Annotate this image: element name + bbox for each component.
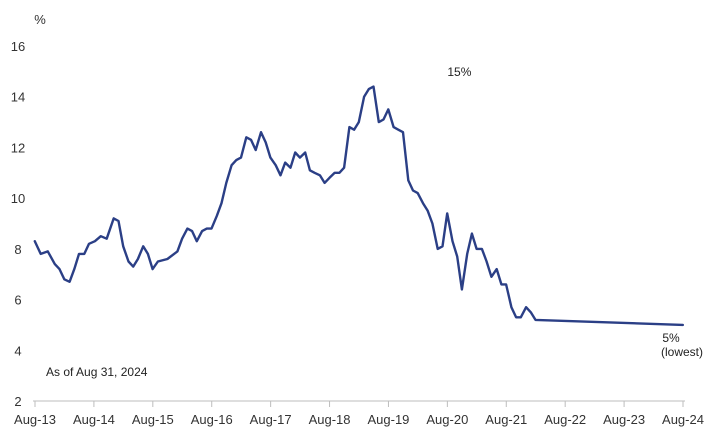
x-tick-label: Aug-24 — [662, 412, 704, 427]
as-of-note: As of Aug 31, 2024 — [46, 365, 148, 379]
x-tick-label: Aug-23 — [603, 412, 645, 427]
annotations: 15% 5%(lowest) — [447, 65, 703, 359]
series-layer — [33, 85, 684, 327]
lowest-label: (lowest) — [661, 345, 703, 359]
x-tick-label: Aug-16 — [191, 412, 233, 427]
x-tick-label: Aug-19 — [367, 412, 409, 427]
peak-label: 15% — [447, 65, 471, 79]
y-tick-label: 10 — [11, 191, 25, 206]
y-tick-label: 6 — [14, 293, 21, 308]
x-tick-label: Aug-15 — [132, 412, 174, 427]
latest-value-label: 5% — [662, 331, 680, 345]
x-tick-label: Aug-14 — [73, 412, 115, 427]
series-line — [33, 85, 684, 327]
y-tick-label: 16 — [11, 39, 25, 54]
y-tick-label: 8 — [14, 242, 21, 257]
x-tick-label: Aug-17 — [250, 412, 292, 427]
x-tick-label: Aug-21 — [485, 412, 527, 427]
y-tick-label: 12 — [11, 140, 25, 155]
y-axis-ticks: 2 4 6 8 10 12 14 16 — [11, 39, 25, 409]
y-tick-label: 14 — [11, 90, 25, 105]
y-tick-label: 2 — [14, 394, 21, 409]
x-axis: Aug-13 Aug-14 Aug-15 Aug-16 Aug-17 Aug-18 Aug-… — [14, 400, 704, 427]
x-tick-label: Aug-20 — [426, 412, 468, 427]
y-tick-label: 4 — [14, 343, 21, 358]
x-tick-label: Aug-22 — [544, 412, 586, 427]
x-tick-label: Aug-18 — [309, 412, 351, 427]
x-tick-label: Aug-13 — [14, 412, 56, 427]
y-axis-unit: % — [34, 12, 46, 27]
